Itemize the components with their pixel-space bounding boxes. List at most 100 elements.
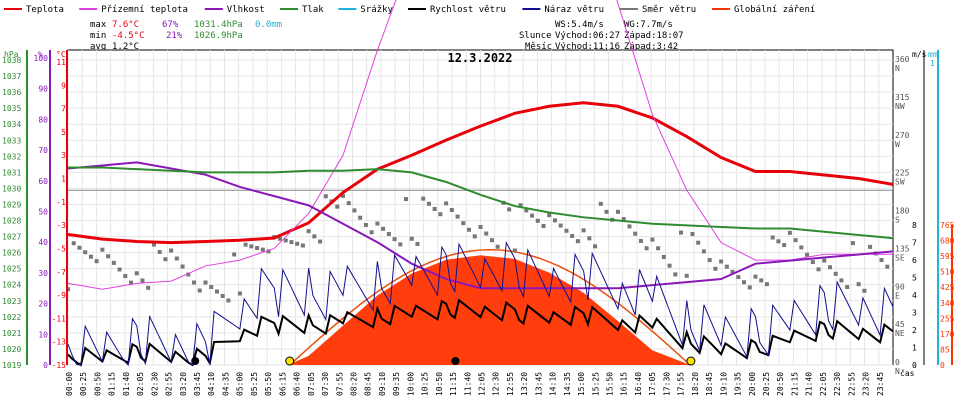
wind-tick-label: 7 — [912, 239, 917, 248]
wind-direction-point — [409, 236, 414, 241]
radiation-tick-label: 680 — [940, 237, 955, 246]
series-line-přízemní-teplota — [67, 0, 893, 290]
wind-direction-point — [541, 223, 546, 228]
wind-direction-point — [782, 243, 787, 248]
wind-direction-point — [724, 264, 729, 269]
x-tick-label: 02:55 — [165, 372, 174, 396]
wind-direction-point — [793, 238, 798, 243]
wind-direction-point — [438, 212, 443, 217]
wind-direction-point — [146, 285, 151, 290]
wind-direction-point — [323, 194, 328, 199]
stats-max-temp: 7.6°C — [112, 20, 139, 30]
humidity-axis-unit: % — [38, 50, 43, 59]
wind-direction-point — [581, 228, 586, 233]
x-tick-label: 00:25 — [79, 372, 88, 396]
x-tick-label: 13:45 — [534, 372, 543, 396]
humidity-tick-label: 0 — [43, 361, 48, 370]
wind-direction-point — [214, 289, 219, 294]
wind-direction-point — [94, 259, 99, 264]
wind-direction-point — [868, 244, 873, 249]
temperature-tick-label: 1 — [61, 175, 66, 184]
wind-direction-point — [593, 244, 598, 249]
wind-direction-point — [759, 278, 764, 283]
x-tick-label: 00:50 — [93, 372, 102, 396]
wind-direction-point — [736, 275, 741, 280]
series-line-tlak — [68, 166, 894, 240]
series-line-náraz-větru — [67, 240, 894, 367]
wind-direction-point — [650, 237, 655, 242]
x-tick-label: 17:30 — [662, 372, 671, 396]
x-tick-label: 01:15 — [108, 372, 117, 396]
temperature-tick-label: -9 — [56, 291, 66, 300]
direction-tick-degrees: 90 — [895, 282, 905, 291]
temperature-tick-label: -1 — [56, 198, 66, 207]
wind-direction-point — [432, 207, 437, 212]
temperature-tick-label: -5 — [56, 244, 66, 253]
sunset-marker — [686, 356, 696, 366]
clear-sky-radiation-curve — [289, 248, 691, 366]
wind-direction-point — [169, 248, 174, 253]
pressure-tick-label: 1030 — [2, 184, 21, 193]
x-tick-label: 12:55 — [506, 372, 515, 396]
x-tick-label: 20:50 — [776, 372, 785, 396]
pressure-tick-label: 1024 — [2, 281, 21, 290]
legend-label-6: Náraz větru — [544, 5, 604, 15]
pressure-tick-label: 1033 — [2, 136, 21, 145]
legend-label-2: Vlhkost — [227, 5, 265, 15]
x-tick-label: 06:40 — [293, 372, 302, 396]
wind-direction-point — [398, 242, 403, 247]
radiation-tick-label: 765 — [940, 221, 955, 230]
wind-direction-point — [822, 258, 827, 263]
legend-label-7: Směr větru — [642, 5, 696, 15]
pressure-tick-label: 1025 — [2, 265, 21, 274]
wind-direction-point — [627, 224, 632, 229]
wind-direction-point — [77, 245, 82, 250]
wind-direction-point — [100, 247, 105, 252]
direction-tick-degrees: 135 — [895, 244, 910, 253]
wind-direction-point — [220, 293, 225, 298]
wind-direction-point — [134, 271, 139, 276]
wind-direction-point — [352, 208, 357, 213]
pressure-tick-label: 1020 — [2, 345, 21, 354]
wind-direction-point — [237, 291, 242, 296]
wind-direction-point — [266, 249, 271, 254]
direction-tick-degrees: 225 — [895, 169, 910, 178]
x-tick-label: 20:25 — [762, 372, 771, 396]
wind-tick-label: 2 — [912, 326, 917, 335]
direction-tick-degrees: 0 — [895, 358, 900, 367]
direction-tick-compass: W — [895, 140, 900, 149]
wind-direction-point — [684, 273, 689, 278]
wind-direction-point — [564, 228, 569, 233]
x-tick-label: 18:20 — [691, 372, 700, 396]
x-tick-label: 10:50 — [435, 372, 444, 396]
humidity-tick-label: 40 — [38, 238, 48, 247]
wind-direction-point — [621, 217, 626, 222]
x-tick-label: 15:50 — [606, 372, 615, 396]
direction-tick-compass: NW — [895, 102, 905, 111]
x-tick-label: 03:45 — [193, 372, 202, 396]
radiation-tick-label: 85 — [940, 345, 950, 354]
stats-min-label: min — [90, 31, 106, 41]
wind-direction-point — [123, 274, 128, 279]
pressure-tick-label: 1037 — [2, 72, 21, 81]
x-tick-label: 13:20 — [520, 372, 529, 396]
wind-direction-point — [415, 241, 420, 246]
stats-avg-temp: 1.2°C — [112, 42, 139, 52]
stats-avg-label: avg — [90, 42, 106, 52]
pressure-tick-label: 1026 — [2, 249, 21, 258]
wind-direction-point — [495, 244, 500, 249]
wind-direction-point — [787, 230, 792, 235]
wind-direction-point — [283, 238, 288, 243]
wind-direction-point — [701, 249, 706, 254]
x-tick-label: 10:00 — [406, 372, 415, 396]
wind-direction-point — [679, 230, 684, 235]
wind-direction-point — [186, 272, 191, 277]
wind-direction-point — [88, 254, 93, 259]
pressure-tick-label: 1027 — [2, 233, 21, 242]
wind-direction-point — [816, 267, 821, 272]
rain-tick-label: 1 — [930, 59, 935, 68]
wind-direction-point — [673, 272, 678, 277]
direction-tick-compass: N — [895, 64, 900, 73]
direction-tick-compass: SE — [895, 253, 905, 262]
sunrise-time: Východ:06:27 — [555, 31, 620, 41]
